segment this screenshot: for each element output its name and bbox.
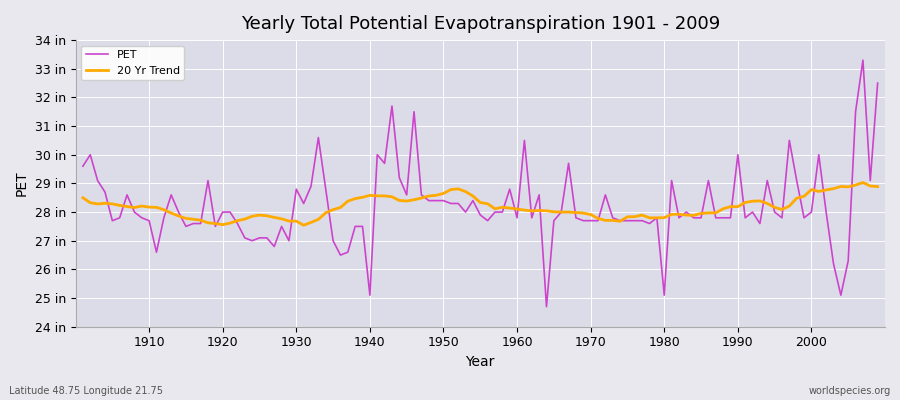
Line: 20 Yr Trend: 20 Yr Trend <box>83 182 878 225</box>
20 Yr Trend <box>519 208 530 212</box>
Text: worldspecies.org: worldspecies.org <box>809 386 891 396</box>
Legend: PET, 20 Yr Trend: PET, 20 Yr Trend <box>81 46 184 80</box>
20 Yr Trend <box>512 207 523 212</box>
20 Yr Trend <box>306 220 317 225</box>
PET <box>77 164 88 169</box>
20 Yr Trend <box>872 184 883 189</box>
PET <box>608 216 618 220</box>
PET <box>872 81 883 86</box>
20 Yr Trend <box>77 195 88 200</box>
PET <box>858 58 868 62</box>
PET <box>342 250 353 255</box>
PET <box>298 201 309 206</box>
PET <box>504 187 515 192</box>
PET <box>512 216 523 220</box>
Line: PET: PET <box>83 60 878 307</box>
PET <box>137 216 148 220</box>
20 Yr Trend <box>350 196 361 201</box>
20 Yr Trend <box>298 223 309 228</box>
X-axis label: Year: Year <box>465 355 495 369</box>
PET <box>541 304 552 309</box>
20 Yr Trend <box>608 218 618 223</box>
20 Yr Trend <box>137 204 148 208</box>
Text: Latitude 48.75 Longitude 21.75: Latitude 48.75 Longitude 21.75 <box>9 386 163 396</box>
Title: Yearly Total Potential Evapotranspiration 1901 - 2009: Yearly Total Potential Evapotranspiratio… <box>240 15 720 33</box>
Y-axis label: PET: PET <box>15 171 29 196</box>
20 Yr Trend <box>858 180 868 185</box>
